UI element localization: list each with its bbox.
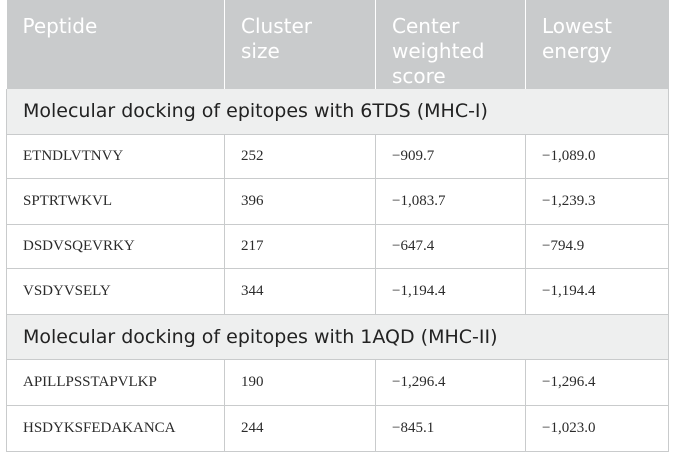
header-center-weighted-score: Center weighted score: [375, 0, 526, 89]
cell-lowest-energy: −1,239.3: [525, 178, 669, 225]
header-cluster-size-line2: size: [241, 39, 280, 63]
header-cluster-size-line1: Cluster: [241, 14, 312, 38]
cell-cluster-size: 190: [224, 359, 376, 406]
section-row: Molecular docking of epitopes with 6TDS …: [6, 89, 669, 135]
cell-cluster-size: 396: [224, 178, 376, 225]
cell-lowest-energy: −1,089.0: [525, 134, 669, 179]
cell-peptide: VSDYVSELY: [6, 268, 225, 315]
cell-lowest-energy: −1,194.4: [525, 268, 669, 315]
table-row: ETNDLVTNVY 252 −909.7 −1,089.0: [6, 134, 669, 179]
header-center-line3: score: [392, 64, 446, 88]
table-row: SPTRTWKVL 396 −1,083.7 −1,239.3: [6, 178, 669, 225]
cell-peptide: DSDVSQEVRKY: [6, 224, 225, 269]
cell-cluster-size: 252: [224, 134, 376, 179]
header-peptide-text: Peptide: [22, 14, 98, 38]
cell-peptide: SPTRTWKVL: [6, 178, 225, 225]
header-peptide: Peptide: [6, 0, 225, 89]
header-cluster-size: Cluster size: [224, 0, 376, 89]
cell-lowest-energy: −794.9: [525, 224, 669, 269]
table-row: HSDYKSFEDAKANCA 244 −845.1 −1,023.0: [6, 405, 669, 452]
header-lowest-energy: Lowest energy: [525, 0, 669, 89]
cell-center-weighted-score: −647.4: [375, 224, 526, 269]
cell-lowest-energy: −1,023.0: [525, 405, 669, 452]
cell-cluster-size: 217: [224, 224, 376, 269]
cell-center-weighted-score: −1,083.7: [375, 178, 526, 225]
cell-center-weighted-score: −845.1: [375, 405, 526, 452]
section-title: Molecular docking of epitopes with 6TDS …: [6, 89, 669, 135]
cell-cluster-size: 244: [224, 405, 376, 452]
header-lowest-line1: Lowest: [542, 14, 612, 38]
table-header: Peptide Cluster size Center weighted score …: [6, 0, 669, 89]
cell-peptide: HSDYKSFEDAKANCA: [6, 405, 225, 452]
table-row: APILLPSSTAPVLKP 190 −1,296.4 −1,296.4: [6, 359, 669, 406]
section-row: Molecular docking of epitopes with 1AQD …: [6, 314, 669, 360]
cell-peptide: APILLPSSTAPVLKP: [6, 359, 225, 406]
docking-results-table: Peptide Cluster size Center weighted score …: [6, 0, 669, 452]
section-title: Molecular docking of epitopes with 1AQD …: [6, 314, 669, 360]
header-center-line2: weighted: [392, 39, 485, 63]
cell-lowest-energy: −1,296.4: [525, 359, 669, 406]
table-row: DSDVSQEVRKY 217 −647.4 −794.9: [6, 224, 669, 269]
header-row: Peptide Cluster size Center weighted score …: [6, 0, 669, 89]
cell-cluster-size: 344: [224, 268, 376, 315]
cell-center-weighted-score: −909.7: [375, 134, 526, 179]
header-center-line1: Center: [392, 14, 460, 38]
header-lowest-line2: energy: [542, 39, 612, 63]
cell-center-weighted-score: −1,194.4: [375, 268, 526, 315]
table-row: VSDYVSELY 344 −1,194.4 −1,194.4: [6, 268, 669, 315]
cell-center-weighted-score: −1,296.4: [375, 359, 526, 406]
cell-peptide: ETNDLVTNVY: [6, 134, 225, 179]
table-body: Molecular docking of epitopes with 6TDS …: [6, 89, 669, 452]
